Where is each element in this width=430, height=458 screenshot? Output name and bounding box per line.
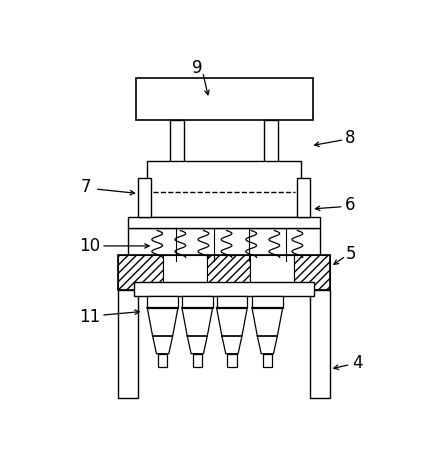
- Bar: [128, 217, 320, 228]
- Bar: [170, 120, 184, 170]
- Bar: [263, 354, 272, 367]
- Bar: [158, 354, 167, 367]
- Bar: [294, 255, 331, 290]
- Text: 11: 11: [79, 308, 100, 326]
- Text: 9: 9: [192, 59, 203, 77]
- Bar: [310, 290, 331, 398]
- Bar: [298, 178, 310, 217]
- Bar: [134, 282, 314, 296]
- Bar: [250, 255, 294, 290]
- Bar: [264, 120, 278, 170]
- Bar: [193, 354, 202, 367]
- Bar: [182, 296, 213, 307]
- Polygon shape: [147, 307, 178, 336]
- Polygon shape: [222, 336, 242, 354]
- Text: 5: 5: [346, 245, 356, 262]
- Polygon shape: [217, 307, 247, 336]
- Bar: [136, 78, 313, 120]
- Bar: [128, 228, 320, 262]
- Polygon shape: [252, 307, 283, 336]
- Bar: [227, 354, 236, 367]
- Bar: [163, 255, 206, 290]
- Bar: [118, 255, 331, 290]
- Bar: [118, 255, 163, 290]
- Bar: [206, 255, 250, 290]
- Text: 7: 7: [80, 179, 91, 196]
- Text: 6: 6: [344, 196, 355, 214]
- Bar: [118, 290, 138, 398]
- Polygon shape: [257, 336, 277, 354]
- Polygon shape: [153, 336, 172, 354]
- Bar: [217, 296, 247, 307]
- Bar: [147, 161, 301, 217]
- Polygon shape: [182, 307, 213, 336]
- Bar: [138, 178, 151, 217]
- Text: 10: 10: [79, 237, 100, 255]
- Bar: [147, 296, 178, 307]
- Bar: [252, 296, 283, 307]
- Text: 4: 4: [352, 354, 362, 372]
- Text: 8: 8: [344, 129, 355, 147]
- Polygon shape: [187, 336, 207, 354]
